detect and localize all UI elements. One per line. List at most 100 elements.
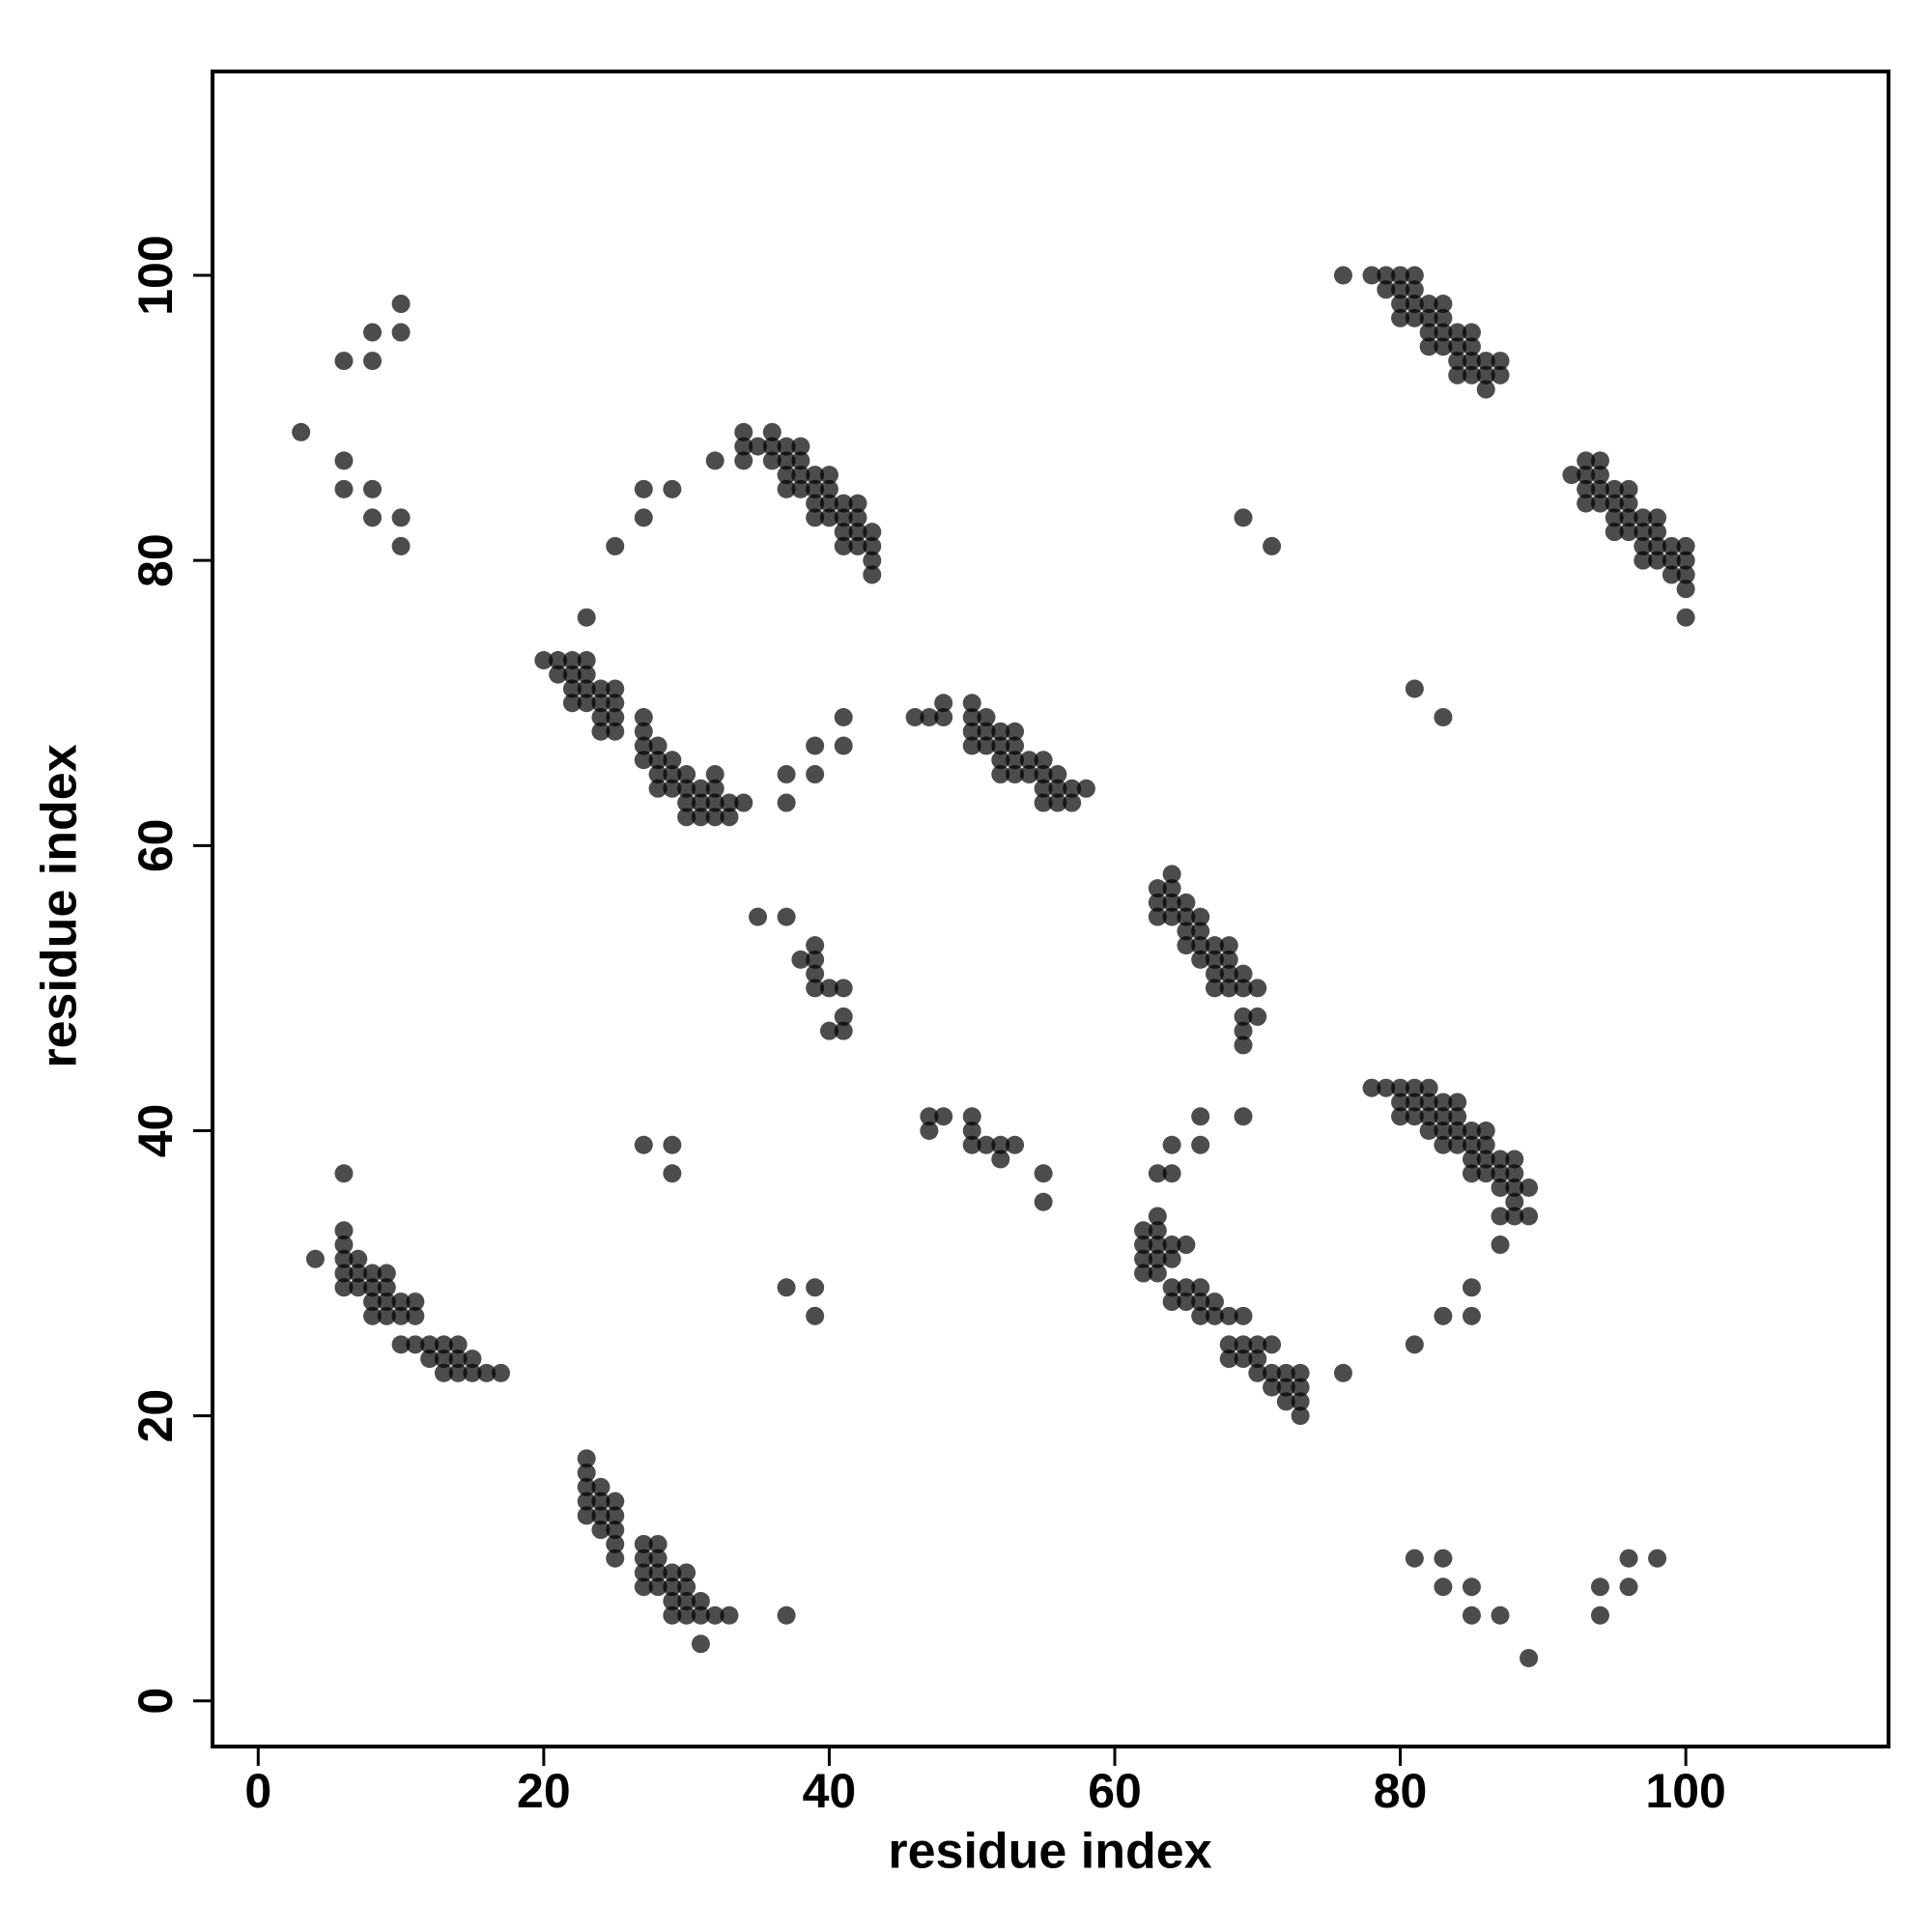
x-axis-title: residue index — [888, 1824, 1211, 1880]
point — [1405, 1078, 1424, 1097]
point — [1491, 1605, 1510, 1625]
point — [1191, 922, 1210, 941]
point — [677, 779, 696, 798]
point — [1634, 551, 1653, 570]
point — [1590, 1577, 1609, 1597]
point — [1377, 266, 1396, 285]
point — [391, 1293, 411, 1312]
point — [1205, 964, 1224, 983]
point — [720, 793, 739, 812]
point — [1276, 1363, 1295, 1382]
point — [648, 751, 668, 770]
point — [734, 422, 753, 441]
y-tick-label: 60 — [128, 819, 183, 873]
point — [962, 736, 981, 755]
point — [663, 751, 682, 770]
point — [991, 1150, 1010, 1169]
point — [1648, 523, 1667, 542]
point — [1148, 1264, 1167, 1283]
point — [749, 437, 768, 456]
point — [1434, 1306, 1453, 1325]
point — [1162, 1135, 1181, 1154]
point — [377, 1293, 396, 1312]
point — [1590, 494, 1609, 513]
point — [705, 808, 724, 827]
point — [1191, 936, 1210, 955]
point — [577, 1463, 596, 1483]
point — [577, 1477, 596, 1496]
point — [677, 1563, 696, 1582]
point — [920, 708, 939, 727]
point — [1462, 365, 1481, 384]
point — [905, 708, 924, 727]
point — [434, 1350, 453, 1369]
point — [1234, 1350, 1253, 1369]
point — [1234, 1007, 1253, 1026]
point — [1263, 1335, 1282, 1354]
point — [691, 1605, 710, 1625]
point — [1405, 1335, 1424, 1354]
point — [705, 451, 724, 470]
point — [377, 1278, 396, 1297]
point — [1605, 494, 1624, 513]
point — [648, 1534, 668, 1553]
point — [663, 765, 682, 784]
point — [391, 1306, 411, 1325]
point — [734, 451, 753, 470]
point — [1405, 266, 1424, 285]
point — [634, 1534, 653, 1553]
point — [720, 1605, 739, 1625]
point — [349, 1278, 368, 1297]
y-tick-label: 40 — [128, 1104, 183, 1158]
point — [377, 1264, 396, 1283]
point — [806, 466, 825, 485]
point — [1491, 1207, 1510, 1226]
point — [634, 722, 653, 741]
point — [377, 1306, 396, 1325]
point — [534, 650, 554, 669]
point — [292, 422, 311, 441]
point — [1191, 1135, 1210, 1154]
point — [448, 1350, 468, 1369]
point — [391, 508, 411, 527]
point — [1034, 751, 1053, 770]
point — [606, 1548, 625, 1568]
point — [934, 708, 953, 727]
point — [1434, 1577, 1453, 1597]
point — [1362, 266, 1381, 285]
point — [806, 479, 825, 498]
point — [991, 722, 1010, 741]
point — [1448, 323, 1467, 342]
point — [819, 466, 838, 485]
point — [1462, 1150, 1481, 1169]
point — [1605, 479, 1624, 498]
point — [962, 1135, 981, 1154]
point — [363, 479, 383, 498]
point — [1648, 1548, 1667, 1568]
point — [1405, 1548, 1424, 1568]
point — [705, 793, 724, 812]
point — [463, 1363, 482, 1382]
point — [1263, 1363, 1282, 1382]
point — [1177, 1293, 1196, 1312]
point — [777, 907, 796, 926]
point — [1162, 907, 1181, 926]
point — [1006, 765, 1025, 784]
point — [1491, 1236, 1510, 1255]
point — [634, 1563, 653, 1582]
point — [1162, 1249, 1181, 1268]
point — [663, 779, 682, 798]
point — [634, 479, 653, 498]
point — [934, 694, 953, 713]
point — [777, 437, 796, 456]
point — [1006, 751, 1025, 770]
point — [1462, 1278, 1481, 1297]
point — [1434, 308, 1453, 327]
point — [1491, 352, 1510, 371]
point — [334, 451, 354, 470]
point — [1462, 1605, 1481, 1625]
point — [1263, 536, 1282, 555]
point — [1177, 893, 1196, 912]
point — [1462, 1306, 1481, 1325]
point — [834, 523, 853, 542]
